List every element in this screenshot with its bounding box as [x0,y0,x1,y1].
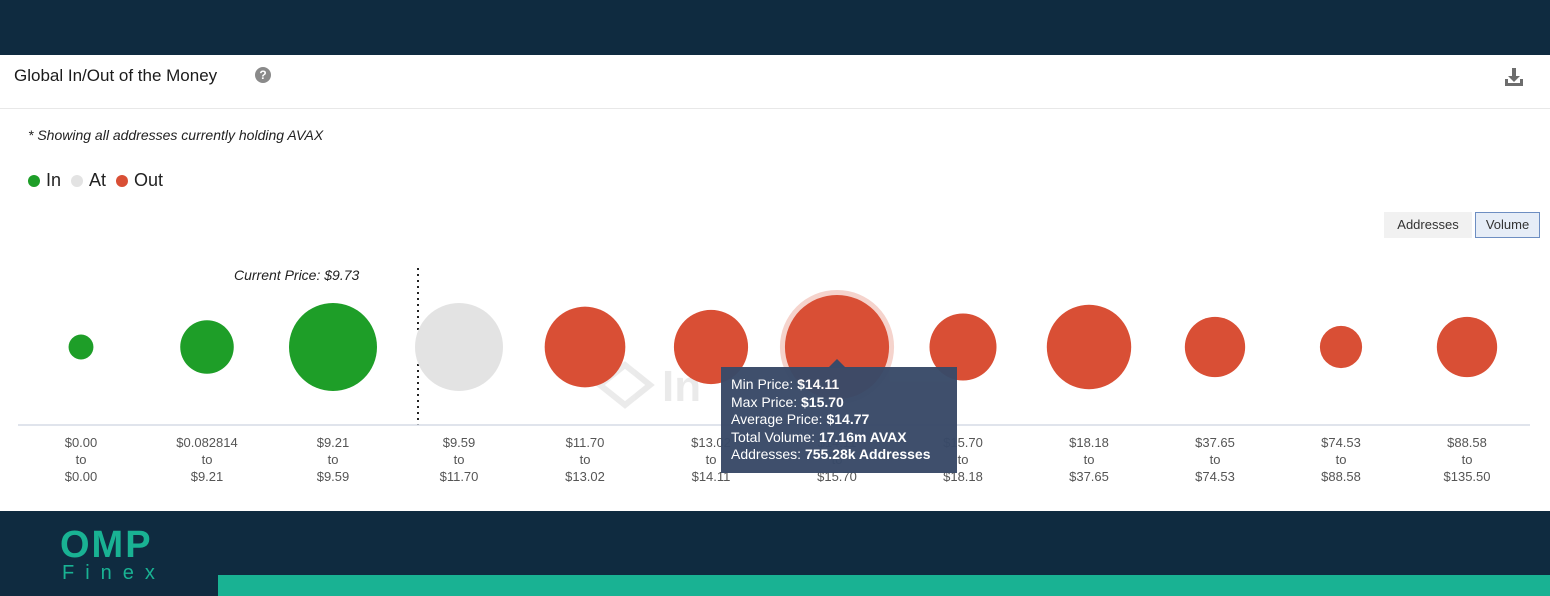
x-tick-label-11-1: to [1462,452,1473,467]
x-tick-label-11-2: $135.50 [1444,469,1491,484]
panel-header: Global In/Out of the Money ? [0,55,1550,109]
tooltip-vol-label: Total Volume: [731,428,816,445]
x-tick-label-10-0: $74.53 [1321,435,1361,450]
footer-accent-bar [218,575,1550,596]
chart-panel: Global In/Out of the Money ? * Showing a… [0,55,1550,511]
x-tick-label-5-0: $13.02 [691,435,731,450]
tooltip-max-row: Max Price: $15.70 [731,394,947,412]
tooltip-addr-row: Addresses: 755.28k Addresses [731,446,947,464]
download-icon[interactable] [1503,66,1525,88]
tooltip-max-label: Max Price: [731,393,798,410]
brand-logo-sub: Finex [62,562,166,584]
x-tick-label-10-2: $88.58 [1321,469,1361,484]
bubble-8[interactable] [1046,304,1132,390]
x-tick-label-4-1: to [580,452,591,467]
tooltip-addr-value: 755.28k Addresses [804,446,931,462]
bubble-11[interactable] [1436,316,1498,378]
bubble-10[interactable] [1319,325,1363,369]
x-tick-label-0-1: to [76,452,87,467]
x-tick-label-10-1: to [1336,452,1347,467]
x-tick-label-8-0: $18.18 [1069,435,1109,450]
page-title: Global In/Out of the Money [14,66,218,85]
legend-dot-in [28,174,40,187]
legend-label-in: In [46,170,62,190]
x-tick-label-3-1: to [454,452,465,467]
bubble-7[interactable] [929,313,997,381]
x-tick-label-5-1: to [706,452,717,467]
x-tick-label-7-1: to [958,452,969,467]
x-tick-label-1-1: to [202,452,213,467]
legend-item-at[interactable]: At [71,170,106,191]
tooltip-min-value: $14.11 [797,376,840,392]
question-circle-icon[interactable]: ? [255,67,271,83]
bubble-9[interactable] [1184,316,1246,378]
x-tick-label-8-2: $37.65 [1069,469,1109,484]
x-tick-label-9-0: $37.65 [1195,435,1235,450]
legend: In At Out [28,170,173,191]
addresses-toggle-button[interactable]: Addresses [1384,212,1472,238]
brand-logo: OMP Finex [60,524,166,584]
x-tick-label-5-2: $14.11 [692,469,731,484]
tooltip-max-value: $15.70 [801,393,844,410]
x-tick-label-4-2: $13.02 [565,469,605,484]
x-tick-label-9-2: $74.53 [1195,469,1235,484]
tooltip-avg-label: Average Price: [731,411,823,427]
x-tick-label-0-0: $0.00 [65,435,98,450]
tooltip-vol-value: 17.16m AVAX [818,428,907,445]
legend-label-at: At [89,170,107,190]
x-tick-label-0-2: $0.00 [65,469,98,484]
tooltip-arrow [828,359,846,368]
x-tick-label-1-0: $0.082814 [176,435,237,450]
bubble-3[interactable] [415,303,503,391]
volume-toggle-button[interactable]: Volume [1475,212,1540,238]
top-band [0,0,1550,55]
tooltip-min-row: Min Price: $14.11 [731,376,947,394]
legend-dot-at [71,174,84,187]
brand-logo-main: OMP [60,524,153,566]
bubble-chart: In $0.00to$0.00$0.082814to$9.21$9.21to$9… [18,268,1530,484]
bubble-2[interactable] [289,303,377,391]
x-tick-label-8-1: to [1084,452,1095,467]
tooltip-avg-value: $14.77 [826,411,870,427]
x-tick-label-3-0: $9.59 [443,435,476,450]
x-tick-label-2-0: $9.21 [317,435,350,450]
tooltip-vol-row: Total Volume: 17.16m AVAX [731,429,947,447]
legend-dot-out [116,174,129,187]
x-tick-label-11-0: $88.58 [1447,435,1487,450]
x-tick-label-1-2: $9.21 [191,469,224,484]
x-tick-label-2-2: $9.59 [317,469,350,484]
holding-note: * Showing all addresses currently holdin… [28,127,324,143]
legend-item-out[interactable]: Out [116,170,163,191]
x-tick-label-4-0: $11.70 [566,435,605,450]
current-price-label: Current Price: $9.73 [234,267,360,283]
x-tick-label-3-2: $11.70 [440,469,479,484]
tooltip-avg-row: Average Price: $14.77 [731,411,947,429]
tooltip-min-label: Min Price: [731,376,794,392]
bubble-0[interactable] [68,334,94,360]
x-tick-label-2-1: to [328,452,339,467]
x-tick-label-9-1: to [1210,452,1221,467]
legend-item-in[interactable]: In [28,170,61,191]
legend-label-out: Out [134,170,164,190]
bubble-1[interactable] [180,320,234,374]
bubble-5[interactable] [673,309,749,385]
tooltip-addr-label: Addresses: [731,446,802,462]
bubble-4[interactable] [544,306,626,388]
range-tooltip: Min Price: $14.11 Max Price: $15.70 Aver… [721,367,957,473]
